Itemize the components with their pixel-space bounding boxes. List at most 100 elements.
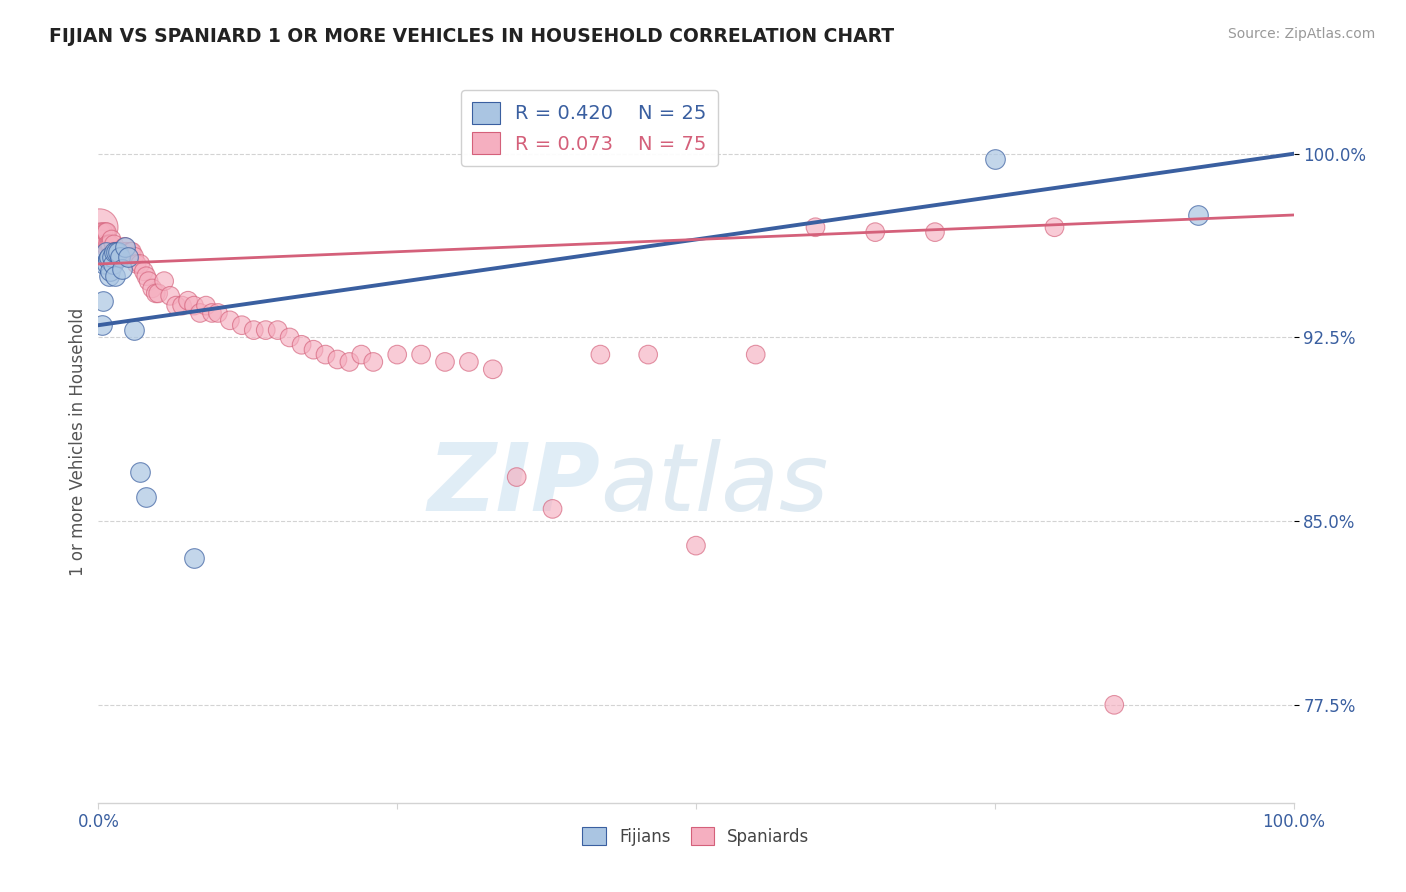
Point [481,362,505,376]
Point [93,237,115,252]
Point [91,293,114,308]
Point [637,348,659,362]
Point [94,244,117,259]
Point [108,250,131,264]
Point [111,261,134,276]
Point [183,550,205,565]
Point [96,225,118,239]
Point [120,244,142,259]
Point [117,250,139,264]
Point [107,244,129,259]
Point [103,237,125,252]
Point [105,244,128,259]
Point [105,244,128,259]
Point [201,306,224,320]
Point [339,355,361,369]
Point [506,470,529,484]
Point [141,281,163,295]
Point [108,250,131,264]
Text: ZIP: ZIP [427,439,600,531]
Point [411,348,433,362]
Point [101,257,124,271]
Point [98,237,121,252]
Point [100,232,122,246]
Point [1043,220,1066,235]
Point [195,299,218,313]
Point [458,355,481,369]
Point [125,257,148,271]
Point [326,352,349,367]
Point [104,269,127,284]
Point [124,323,146,337]
Point [89,220,111,235]
Text: Source: ZipAtlas.com: Source: ZipAtlas.com [1227,27,1375,41]
Point [129,465,152,479]
Point [541,502,564,516]
Text: atlas: atlas [600,440,828,531]
Point [114,240,136,254]
Point [254,323,277,337]
Point [804,220,827,235]
Point [135,490,157,504]
Point [434,355,457,369]
Point [97,237,120,252]
Point [350,348,373,362]
Point [138,274,160,288]
Point [153,274,176,288]
Point [135,269,157,284]
Point [385,348,409,362]
Point [132,264,155,278]
Text: FIJIAN VS SPANIARD 1 OR MORE VEHICLES IN HOUSEHOLD CORRELATION CHART: FIJIAN VS SPANIARD 1 OR MORE VEHICLES IN… [49,27,894,45]
Point [685,539,707,553]
Point [172,299,194,313]
Point [148,286,170,301]
Point [117,250,139,264]
Point [291,338,314,352]
Point [114,240,136,254]
Point [107,244,129,259]
Point [278,330,301,344]
Point [183,299,205,313]
Point [98,269,121,284]
Point [103,244,125,259]
Point [98,237,122,252]
Point [145,286,167,301]
Point [104,244,127,259]
Point [315,348,337,362]
Point [363,355,385,369]
Point [97,252,120,266]
Point [165,299,187,313]
Point [159,289,181,303]
Point [177,293,200,308]
Point [98,264,122,278]
Point [96,257,118,271]
Point [91,232,114,246]
Point [94,225,117,239]
Point [101,244,124,259]
Point [111,250,134,264]
Point [97,244,120,259]
Point [243,323,266,337]
Point [1104,698,1126,712]
Point [100,250,122,264]
Point [121,244,143,259]
Point [98,250,121,264]
Point [984,152,1007,166]
Legend: Fijians, Spaniards: Fijians, Spaniards [576,821,815,852]
Point [90,225,112,239]
Point [219,313,242,327]
Point [107,244,129,259]
Point [110,244,132,259]
Point [745,348,768,362]
Point [231,318,253,333]
Point [188,306,211,320]
Y-axis label: 1 or more Vehicles in Household: 1 or more Vehicles in Household [69,308,87,575]
Point [267,323,290,337]
Point [112,250,135,264]
Point [129,257,152,271]
Point [302,343,325,357]
Point [91,318,114,333]
Point [207,306,229,320]
Point [124,250,146,264]
Point [93,257,115,271]
